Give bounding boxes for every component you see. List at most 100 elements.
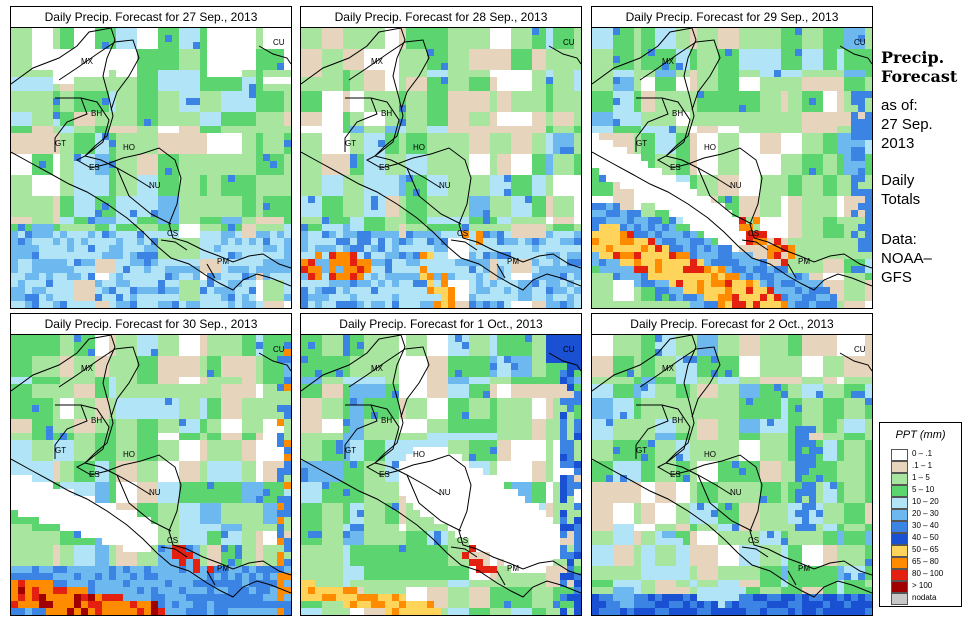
precip-cell <box>511 266 518 273</box>
precip-cell <box>518 294 525 301</box>
precip-cell <box>158 398 165 405</box>
precip-cell <box>504 126 511 133</box>
precip-cell <box>186 294 193 301</box>
precip-cell <box>301 182 308 189</box>
precip-cell <box>802 182 809 189</box>
precip-cell <box>851 168 858 175</box>
precip-cell <box>364 301 371 308</box>
precip-cell <box>606 70 613 77</box>
precip-cell <box>193 391 200 398</box>
precip-cell <box>144 440 151 447</box>
precip-cell <box>200 77 207 84</box>
precip-cell <box>200 175 207 182</box>
precip-cell <box>364 182 371 189</box>
precip-cell <box>774 252 781 259</box>
precip-cell <box>448 140 455 147</box>
precip-cell <box>18 356 25 363</box>
precip-cell <box>277 280 284 287</box>
precip-cell <box>242 105 249 112</box>
precip-cell <box>378 266 385 273</box>
precip-cell <box>88 391 95 398</box>
precip-cell <box>11 294 18 301</box>
precip-cell <box>851 140 858 147</box>
precip-cell <box>634 259 641 266</box>
precip-cell <box>137 84 144 91</box>
precip-cell <box>823 210 830 217</box>
precip-cell <box>277 175 284 182</box>
precip-cell <box>627 119 634 126</box>
precip-cell <box>739 259 746 266</box>
precip-cell <box>718 28 725 35</box>
precip-cell <box>392 280 399 287</box>
precip-cell <box>434 175 441 182</box>
precip-cell <box>46 161 53 168</box>
precip-cell <box>11 280 18 287</box>
precip-cell <box>116 370 123 377</box>
precip-cell <box>858 42 865 49</box>
precip-cell <box>441 301 448 308</box>
precip-cell <box>25 287 32 294</box>
precip-cell <box>690 238 697 245</box>
precip-cell <box>81 154 88 161</box>
precip-cell <box>357 245 364 252</box>
precip-cell <box>284 196 291 203</box>
precip-cell <box>490 154 497 161</box>
precip-cell <box>448 210 455 217</box>
precip-cell <box>469 133 476 140</box>
precip-cell <box>46 405 53 412</box>
precip-cell <box>809 168 816 175</box>
precip-cell <box>130 28 137 35</box>
precip-cell <box>357 168 364 175</box>
precip-cell <box>627 49 634 56</box>
precip-cell <box>158 384 165 391</box>
precip-cell <box>214 370 221 377</box>
precip-cell <box>144 426 151 433</box>
precip-cell <box>60 28 67 35</box>
precip-cell <box>336 301 343 308</box>
precip-cell <box>130 335 137 342</box>
precip-cell <box>270 238 277 245</box>
precip-cell <box>655 154 662 161</box>
precip-cell <box>343 63 350 70</box>
precip-cell <box>350 161 357 168</box>
precip-cell <box>560 42 567 49</box>
precip-cell <box>214 259 221 266</box>
precip-cell <box>546 189 553 196</box>
precip-cell <box>18 126 25 133</box>
precip-cell <box>308 140 315 147</box>
precip-cell <box>228 440 235 447</box>
precip-cell <box>613 84 620 91</box>
precip-cell <box>364 210 371 217</box>
precip-cell <box>532 140 539 147</box>
precip-cell <box>109 433 116 440</box>
precip-cell <box>511 287 518 294</box>
precip-cell <box>165 419 172 426</box>
precip-cell <box>137 259 144 266</box>
precip-cell <box>448 63 455 70</box>
precip-cell <box>158 168 165 175</box>
precip-cell <box>200 412 207 419</box>
precip-cell <box>462 126 469 133</box>
boundary-line <box>206 263 216 279</box>
precip-cell <box>116 28 123 35</box>
precip-cell <box>420 147 427 154</box>
precip-cell <box>343 42 350 49</box>
precip-cell <box>662 49 669 56</box>
precip-cell <box>567 42 574 49</box>
precip-cell <box>399 231 406 238</box>
country-label-es: ES <box>89 163 100 172</box>
precip-cell <box>193 370 200 377</box>
precip-cell <box>490 147 497 154</box>
precip-cell <box>788 252 795 259</box>
precip-cell <box>158 63 165 70</box>
precip-cell <box>655 126 662 133</box>
precip-cell <box>179 91 186 98</box>
precip-cell <box>371 168 378 175</box>
boundary-line <box>839 45 872 65</box>
precip-cell <box>385 203 392 210</box>
precip-cell <box>130 301 137 308</box>
precip-cell <box>343 301 350 308</box>
precip-cell <box>25 391 32 398</box>
precip-cell <box>25 84 32 91</box>
precip-cell <box>634 217 641 224</box>
